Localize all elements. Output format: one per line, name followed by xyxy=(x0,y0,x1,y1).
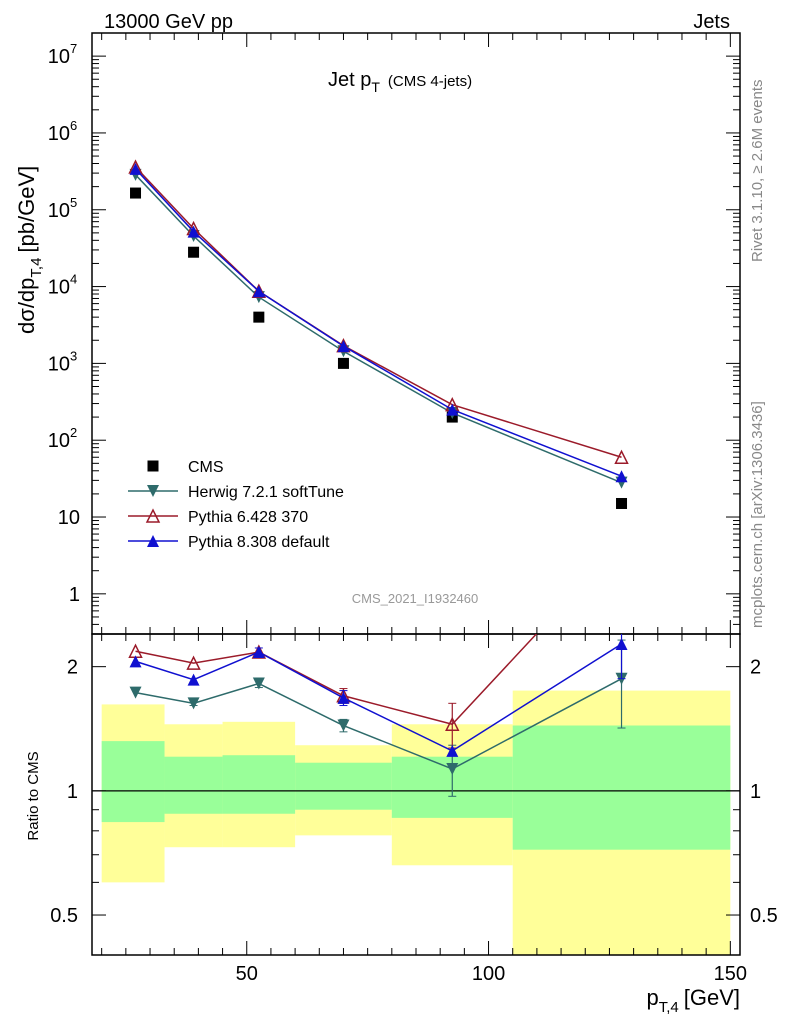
plot-title: Jet pT (CMS 4-jets) xyxy=(328,69,472,95)
band-inner xyxy=(512,725,731,850)
y-tick-label: 10 xyxy=(58,507,80,529)
marker-triangle-down xyxy=(129,686,142,699)
series-line xyxy=(134,174,622,484)
uncertainty-bands xyxy=(101,690,731,955)
marker-square xyxy=(616,497,628,509)
ratio-y-tick-label: 1 xyxy=(67,781,78,803)
y-tick-label: 1 xyxy=(69,584,80,606)
marker-triangle-up xyxy=(446,744,459,757)
ratio-y-tick-label: 2 xyxy=(67,657,78,679)
x-tick-label: 100 xyxy=(472,963,505,985)
ratio-series xyxy=(128,536,628,797)
y-tick-label: 10 xyxy=(48,46,70,68)
legend-entry: Pythia 8.308 default xyxy=(128,534,330,551)
legend-label: Herwig 7.2.1 softTune xyxy=(188,484,344,501)
marker-triangle-up xyxy=(337,691,350,704)
legend-entry: CMS xyxy=(147,459,224,476)
x-tick-label: 50 xyxy=(236,963,258,985)
rivet-label: Rivet 3.1.10, ≥ 2.6M events xyxy=(749,80,766,263)
y-tick-label: 10 xyxy=(48,430,70,452)
marker-square xyxy=(130,187,142,199)
y-tick-label: 10 xyxy=(48,123,70,145)
y-tick-exponent: 3 xyxy=(70,348,77,363)
marker-triangle-down xyxy=(187,697,200,710)
ratio-y-label: Ratio to CMS xyxy=(25,751,42,840)
y-tick-label: 10 xyxy=(48,200,70,222)
series-1 xyxy=(129,168,628,489)
y-tick-exponent: 7 xyxy=(70,41,77,56)
marker-triangle-up xyxy=(252,646,265,659)
ratio-y-tick-label: 0.5 xyxy=(50,905,78,927)
marker-triangle-down xyxy=(252,677,265,690)
marker-square xyxy=(188,246,200,258)
ratio-line xyxy=(135,678,622,770)
ratio-line xyxy=(135,643,622,752)
marker-square xyxy=(253,311,265,323)
band-inner xyxy=(164,756,223,814)
marker-triangle-down xyxy=(147,485,159,497)
legend-entry: Pythia 6.428 370 xyxy=(128,508,308,526)
analysis-watermark: CMS_2021_I1932460 xyxy=(352,591,479,606)
ratio-y-tick-label-right: 0.5 xyxy=(750,905,778,927)
series-line xyxy=(134,166,622,458)
legend-label: Pythia 8.308 default xyxy=(188,534,330,551)
y-tick-exponent: 4 xyxy=(70,272,77,287)
marker-triangle-up xyxy=(187,673,200,686)
mcplots-label: mcplots.cern.ch [arXiv:1306.3436] xyxy=(749,401,766,628)
marker-square xyxy=(337,357,349,369)
legend: CMS Herwig 7.2.1 softTune Pythia 6.428 370… xyxy=(128,459,344,551)
x-axis-label: pT,4 [GeV] xyxy=(646,985,740,1016)
series-3 xyxy=(129,162,628,483)
ratio-plot: 50 100 150 0.5 0.5 1 1 2 2 xyxy=(50,536,778,985)
marker-triangle-up-open xyxy=(616,536,628,548)
marker-triangle-up xyxy=(615,637,628,650)
marker-triangle-down xyxy=(446,762,459,775)
marker-triangle-up-open xyxy=(186,655,201,670)
band-inner xyxy=(101,741,165,823)
header-left: 13000 GeV pp xyxy=(104,11,233,33)
marker-triangle-up xyxy=(129,162,142,175)
main-y-label: dσ/dpT,4[pb/GeV] xyxy=(14,166,45,334)
marker-triangle-up xyxy=(615,470,628,483)
ratio-y-tick-label-right: 1 xyxy=(750,781,761,803)
marker-triangle-up xyxy=(446,403,459,416)
marker-triangle-up-open xyxy=(614,449,629,464)
ratio-y-tick-label-right: 2 xyxy=(750,657,761,679)
header-right: Jets xyxy=(693,11,730,33)
marker-triangle-up xyxy=(147,535,159,547)
marker-triangle-up xyxy=(129,655,142,668)
ratio-series-3 xyxy=(129,634,628,757)
ratio-series-1 xyxy=(129,639,628,797)
marker-triangle-up-open xyxy=(145,508,161,523)
band-inner xyxy=(295,762,392,810)
series-2 xyxy=(128,159,629,464)
y-tick-exponent: 6 xyxy=(70,118,77,133)
ratio-line xyxy=(135,634,538,726)
legend-label: Pythia 6.428 370 xyxy=(188,509,308,526)
legend-entry: Herwig 7.2.1 softTune xyxy=(128,484,344,501)
y-tick-exponent: 2 xyxy=(70,425,77,440)
marker-triangle-down xyxy=(337,719,350,732)
marker-triangle-up xyxy=(252,285,265,298)
legend-label: CMS xyxy=(188,459,224,476)
marker-triangle-up-open xyxy=(445,716,460,732)
y-tick-label: 10 xyxy=(48,277,70,299)
y-tick-exponent: 5 xyxy=(70,195,77,210)
marker-square xyxy=(147,460,159,472)
marker-triangle-up xyxy=(187,225,200,238)
series-line xyxy=(134,168,622,477)
main-series xyxy=(128,159,629,509)
band-inner xyxy=(222,755,296,814)
x-tick-label: 150 xyxy=(714,963,747,985)
marker-triangle-up xyxy=(337,340,350,353)
y-tick-label: 10 xyxy=(48,353,70,375)
